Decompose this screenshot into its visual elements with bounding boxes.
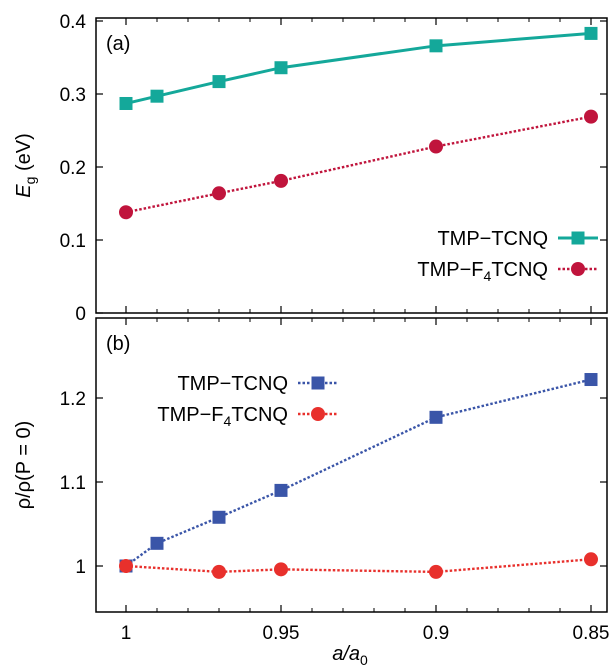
series-a-2 <box>119 109 598 220</box>
plot-frame-a <box>95 17 608 314</box>
y-axis-label: ρ/ρ(P = 0) <box>13 421 35 510</box>
data-point <box>119 96 133 110</box>
y-tick-label: 0.2 <box>60 158 86 179</box>
x-tick-label: 0.9 <box>423 623 449 644</box>
data-point <box>584 552 598 567</box>
x-tick-label: 0.95 <box>263 623 300 644</box>
legend-marker <box>311 376 325 390</box>
data-point <box>119 559 133 573</box>
y-tick-label: 0.3 <box>60 85 86 106</box>
data-point <box>429 39 443 53</box>
legend-b: TMP−TCNQ TMP−F4TCNQ <box>157 373 338 429</box>
data-point <box>212 564 226 579</box>
data-point <box>429 139 443 154</box>
panel-b-density-ratio: 1 1.1 1.2 1 0.95 0.9 0.85 (b) TMP−TCNQ TMP−F4TCNQ… <box>13 317 610 665</box>
data-point <box>274 562 288 577</box>
data-point <box>119 205 133 220</box>
y-tick-label: 0.4 <box>60 12 87 33</box>
data-point <box>429 564 443 579</box>
series-line <box>125 31 592 105</box>
x-axis-label: a/a0 <box>332 643 368 665</box>
legend-label: TMP−F4TCNQ <box>157 404 288 429</box>
series-a-1 <box>119 26 598 110</box>
data-point <box>150 89 164 103</box>
y-tick-label: 1 <box>75 557 86 578</box>
data-point <box>584 26 598 40</box>
data-point <box>584 373 598 387</box>
y-tick-label: 0.1 <box>60 231 86 252</box>
data-point <box>429 410 443 424</box>
legend-marker <box>311 407 325 421</box>
x-tick-label: 0.85 <box>573 623 610 644</box>
series-b-2 <box>119 552 598 579</box>
panel-label: (b) <box>106 333 130 355</box>
y-axis-label: Eg (eV) <box>13 133 38 197</box>
data-point <box>274 61 288 75</box>
y-tick-label: 1.2 <box>60 389 86 410</box>
panel-label: (a) <box>106 33 130 55</box>
legend-label: TMP−TCNQ <box>437 228 548 250</box>
panel-a-energy-gap: 0 0.1 0.2 0.3 0.4 (a) TMP−TCNQ TMP−F4TCNQ Eg (eV… <box>13 12 608 325</box>
legend-label: TMP−TCNQ <box>177 373 288 395</box>
legend-label: TMP−F4TCNQ <box>417 259 548 284</box>
data-point <box>584 109 598 124</box>
data-point <box>212 75 226 89</box>
data-point <box>212 186 226 201</box>
series-line <box>125 115 592 214</box>
legend-a: TMP−TCNQ TMP−F4TCNQ <box>417 228 598 284</box>
data-point <box>274 173 288 188</box>
y-tick-label: 1.1 <box>60 473 86 494</box>
data-point <box>212 510 226 524</box>
data-point <box>274 483 288 497</box>
series-b-1 <box>119 373 598 573</box>
plot-frame-b <box>95 317 608 613</box>
legend-marker <box>571 231 585 245</box>
legend-marker <box>571 262 585 276</box>
series-line <box>125 558 592 574</box>
y-tick-label: 0 <box>75 304 86 325</box>
x-tick-label: 1 <box>121 623 132 644</box>
data-point <box>150 536 164 550</box>
